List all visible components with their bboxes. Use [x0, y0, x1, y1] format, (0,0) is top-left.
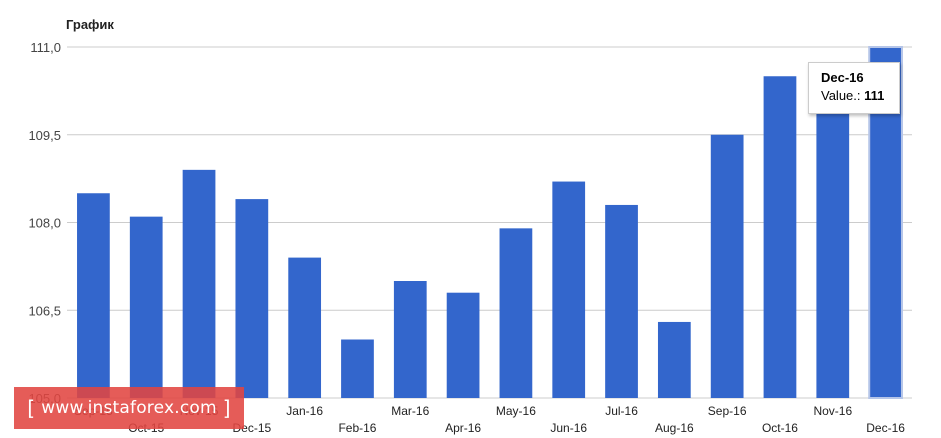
watermark-text: www.instaforex.com: [41, 398, 217, 418]
y-tick-label: 109,5: [28, 128, 61, 143]
bar[interactable]: [710, 134, 744, 398]
tooltip-value: 111: [864, 88, 885, 103]
bar[interactable]: [393, 281, 427, 398]
x-tick-label: Jun-16: [550, 421, 587, 435]
x-tick-label: Jul-16: [605, 404, 638, 418]
watermark-close-bracket: ]: [222, 396, 231, 420]
tooltip: Dec-16 Value.: 111: [808, 62, 900, 114]
bar[interactable]: [288, 257, 322, 398]
watermark-open-bracket: [: [27, 396, 36, 420]
bar[interactable]: [605, 204, 638, 398]
x-tick-label: May-16: [496, 404, 536, 418]
bar[interactable]: [657, 321, 691, 398]
y-tick-label: 111,0: [30, 40, 61, 55]
bars: [77, 46, 903, 399]
x-tick-label: Nov-16: [813, 404, 852, 418]
tooltip-label: Value.:: [821, 88, 861, 103]
bar[interactable]: [446, 292, 480, 398]
y-tick-label: 108,0: [28, 216, 61, 231]
bar[interactable]: [552, 181, 586, 398]
x-tick-label: Oct-16: [762, 421, 798, 435]
bar[interactable]: [499, 228, 533, 398]
bar[interactable]: [182, 169, 216, 398]
x-tick-label: Apr-16: [445, 421, 481, 435]
x-tick-label: Mar-16: [391, 404, 429, 418]
watermark-logo: [ www.instaforex.com ]: [14, 387, 244, 429]
bar[interactable]: [77, 193, 110, 398]
x-tick-label: Dec-16: [866, 421, 905, 435]
x-tick-label: Sep-16: [708, 404, 747, 418]
tooltip-row: Value.: 111: [821, 88, 887, 103]
bar[interactable]: [341, 339, 374, 399]
y-tick-label: 106,5: [28, 303, 61, 318]
bar[interactable]: [763, 76, 797, 398]
bar[interactable]: [235, 199, 269, 398]
tooltip-title: Dec-16: [821, 70, 864, 85]
bar[interactable]: [816, 105, 850, 399]
x-tick-label: Jan-16: [286, 404, 323, 418]
chart-title: График: [66, 17, 114, 32]
x-tick-label: Aug-16: [655, 421, 694, 435]
bar[interactable]: [129, 216, 163, 398]
x-tick-label: Feb-16: [338, 421, 376, 435]
